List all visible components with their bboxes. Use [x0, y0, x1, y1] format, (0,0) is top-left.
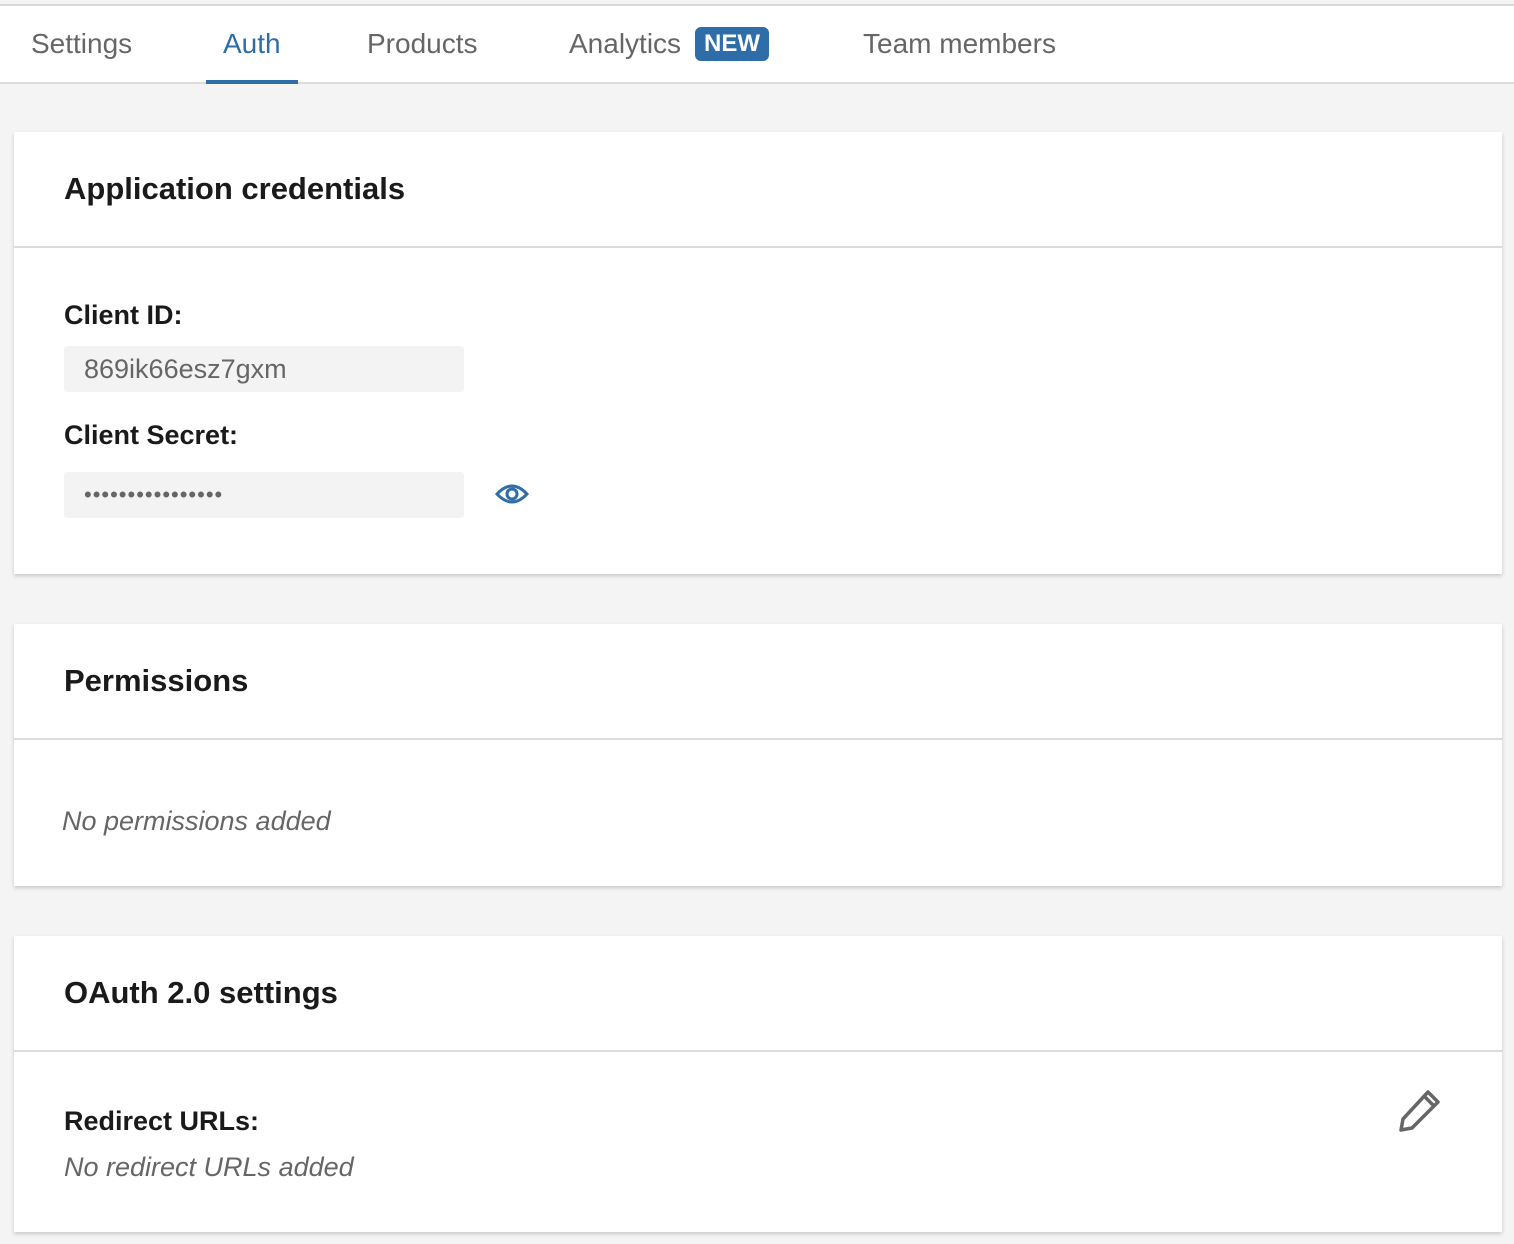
tab-auth[interactable]: Auth [206, 6, 298, 84]
new-badge: NEW [695, 27, 770, 61]
pencil-icon[interactable] [1398, 1088, 1442, 1137]
no-permissions-text: No permissions added [62, 806, 331, 836]
client-id-field[interactable]: 869ik66esz7gxm [64, 346, 464, 392]
oauth-card: OAuth 2.0 settings Redirect URLs: No red… [14, 936, 1502, 1232]
client-id-label: Client ID: [64, 300, 183, 330]
client-secret-label: Client Secret: [64, 420, 239, 450]
tab-team-members[interactable]: Team members [863, 28, 1056, 59]
oauth-title: OAuth 2.0 settings [14, 936, 1502, 1052]
top-divider [0, 4, 1514, 6]
permissions-title: Permissions [14, 624, 1502, 740]
credentials-title: Application credentials [14, 132, 1502, 248]
tab-analytics-label: Analytics [569, 28, 682, 59]
tab-bar: Settings Auth Products Analytics NEW Team… [0, 6, 1514, 84]
client-secret-field[interactable]: •••••••••••••••• [64, 472, 464, 518]
tab-products[interactable]: Products [367, 28, 478, 59]
redirect-urls-label: Redirect URLs: [64, 1106, 260, 1136]
eye-icon[interactable] [494, 480, 530, 513]
no-redirect-urls-text: No redirect URLs added [64, 1152, 354, 1182]
permissions-card: Permissions No permissions added [14, 624, 1502, 886]
tab-settings[interactable]: Settings [31, 28, 133, 59]
tab-analytics[interactable]: Analytics NEW [569, 6, 770, 82]
credentials-card: Application credentials Client ID: 869ik… [14, 132, 1502, 574]
